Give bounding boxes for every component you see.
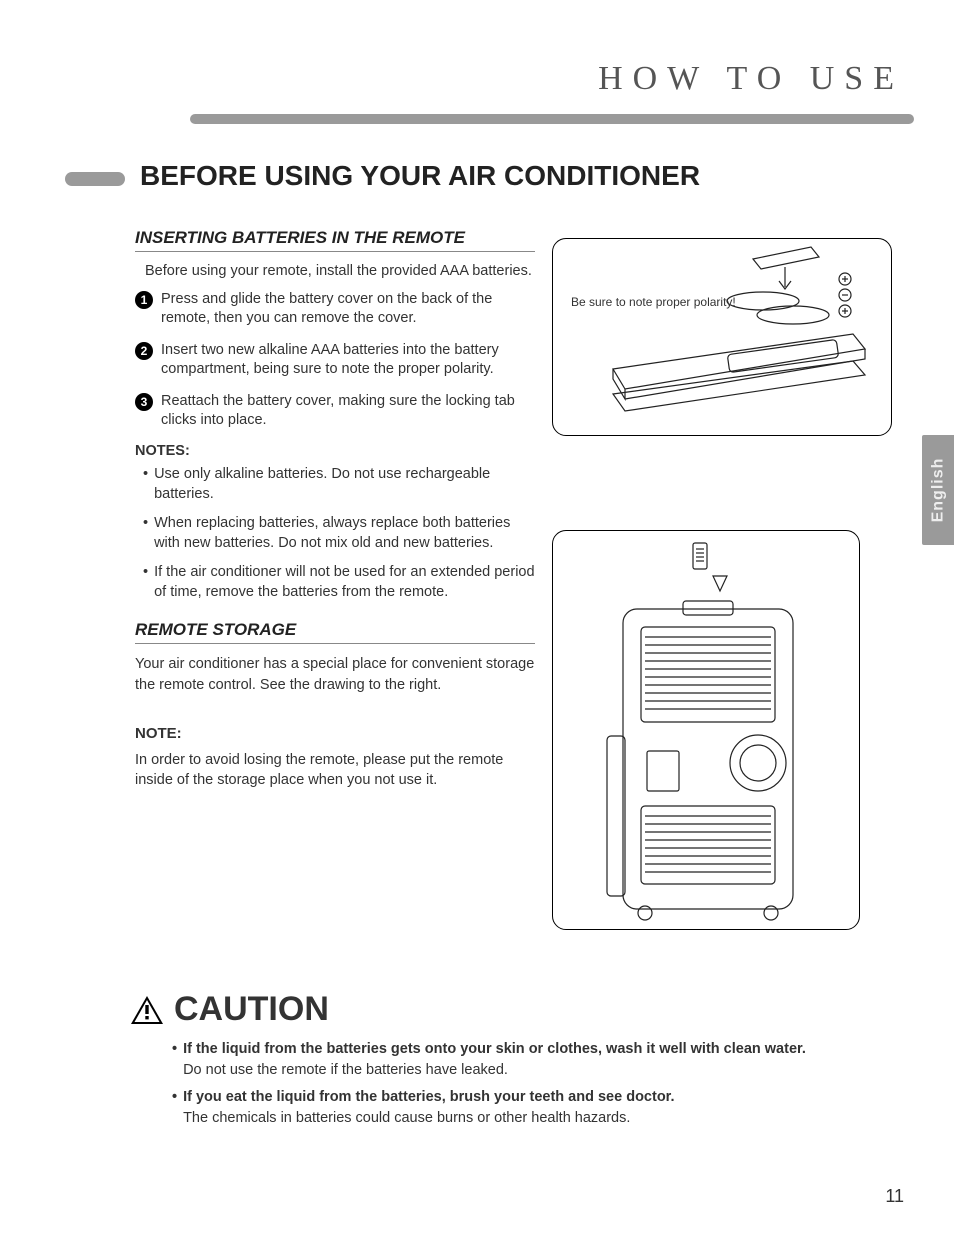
left-column: INSERTING BATTERIES IN THE REMOTE Before…	[135, 210, 535, 799]
language-tab: English	[922, 435, 954, 545]
caution-bold-text: If you eat the liquid from the batteries…	[183, 1089, 674, 1105]
note-item: When replacing batteries, always replace…	[143, 514, 535, 553]
subheading-storage: REMOTE STORAGE	[135, 620, 535, 644]
note-text: Use only alkaline batteries. Do not use …	[154, 465, 535, 504]
storage-para: Your air conditioner has a special place…	[135, 654, 535, 695]
caution-bold-text: If the liquid from the batteries gets on…	[183, 1041, 806, 1057]
step-3: 3 Reattach the battery cover, making sur…	[135, 392, 535, 431]
notes-label: NOTES:	[135, 443, 535, 459]
header-rule	[190, 114, 914, 124]
step-number-icon: 3	[135, 393, 153, 411]
remote-diagram-icon	[553, 239, 893, 437]
note-text: When replacing batteries, always replace…	[154, 514, 535, 553]
note-label: NOTE:	[135, 725, 535, 742]
page-header: HOW TO USE	[598, 60, 904, 98]
caution-item: If the liquid from the batteries gets on…	[172, 1039, 904, 1081]
step-text: Insert two new alkaline AAA batteries in…	[161, 341, 535, 380]
caution-heading: CAUTION	[130, 990, 904, 1029]
section-pill	[65, 172, 125, 186]
caution-plain-text: Do not use the remote if the batteries h…	[183, 1062, 508, 1078]
note-item: If the air conditioner will not be used …	[143, 563, 535, 602]
page-number: 11	[885, 1186, 904, 1207]
figure-remote-batteries: Be sure to note proper polarity!	[552, 238, 892, 436]
intro-text: Before using your remote, install the pr…	[145, 262, 535, 282]
note-item: Use only alkaline batteries. Do not use …	[143, 465, 535, 504]
warning-icon	[130, 995, 164, 1025]
step-number-icon: 1	[135, 291, 153, 309]
caution-title-text: CAUTION	[174, 990, 329, 1029]
step-number-icon: 2	[135, 342, 153, 360]
subheading-batteries: INSERTING BATTERIES IN THE REMOTE	[135, 228, 535, 252]
caution-item: If you eat the liquid from the batteries…	[172, 1087, 904, 1129]
step-1: 1 Press and glide the battery cover on t…	[135, 290, 535, 329]
note-text: In order to avoid losing the remote, ple…	[135, 750, 535, 791]
caution-plain-text: The chemicals in batteries could cause b…	[183, 1110, 630, 1126]
section-heading: BEFORE USING YOUR AIR CONDITIONER	[140, 160, 700, 192]
ac-unit-diagram-icon	[553, 531, 861, 931]
language-label: English	[929, 458, 947, 523]
figure-label: Be sure to note proper polarity!	[571, 295, 736, 311]
step-text: Reattach the battery cover, making sure …	[161, 392, 535, 431]
figure-ac-unit	[552, 530, 860, 930]
note-text: If the air conditioner will not be used …	[154, 563, 535, 602]
step-text: Press and glide the battery cover on the…	[161, 290, 535, 329]
caution-section: CAUTION If the liquid from the batteries…	[130, 990, 904, 1135]
step-2: 2 Insert two new alkaline AAA batteries …	[135, 341, 535, 380]
